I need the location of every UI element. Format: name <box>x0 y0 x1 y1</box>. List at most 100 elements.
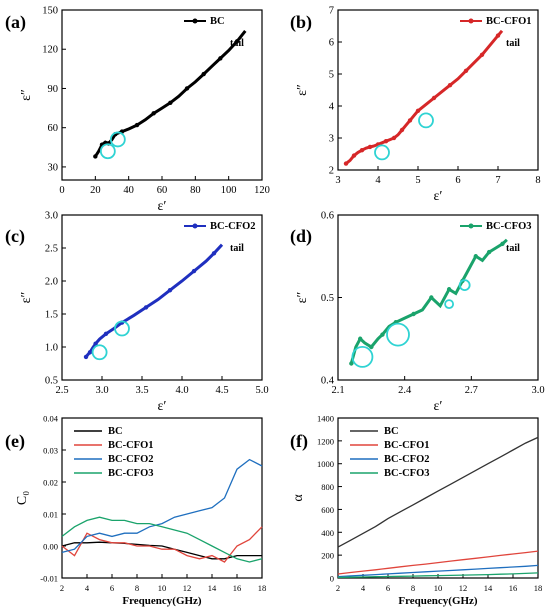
y-tick-label: -0.01 <box>40 574 58 584</box>
data-point <box>479 52 485 57</box>
data-line <box>345 29 504 165</box>
y-tick-label: 3.0 <box>45 211 58 222</box>
panel-letter: (b) <box>290 12 312 33</box>
data-point <box>211 251 217 256</box>
data-point <box>168 100 173 106</box>
data-point <box>367 144 373 150</box>
data-point <box>500 241 505 247</box>
plot-frame <box>61 214 263 381</box>
data-point <box>351 153 357 158</box>
plot-frame <box>337 214 539 381</box>
data-point <box>411 311 416 317</box>
x-tick-label: 18 <box>258 583 267 593</box>
data-point <box>93 341 98 346</box>
data-point <box>184 86 190 91</box>
legend-label: BC-CFO2 <box>108 454 154 465</box>
series-line-bc-cfo1 <box>61 526 263 563</box>
x-tick-label: 2 <box>60 583 64 593</box>
y-tick-label: 1000 <box>317 459 334 469</box>
y-tick-label: 3 <box>329 134 334 145</box>
x-tick-label: 2 <box>336 583 340 593</box>
panel-letter: (a) <box>5 12 26 33</box>
y-tick-label: 2.0 <box>45 277 58 288</box>
panel-letter: (c) <box>5 226 25 247</box>
x-tick-label: 4 <box>361 583 366 593</box>
semicircle-marker <box>458 279 471 292</box>
y-tick-label: 120 <box>42 45 58 56</box>
x-tick-label: 0 <box>59 185 64 196</box>
x-tick-label: 3 <box>335 175 340 186</box>
x-tick-label: 4.0 <box>175 385 188 396</box>
y-tick-label: 0.01 <box>43 510 58 520</box>
x-tick-label: 4.5 <box>215 385 228 396</box>
y-tick-label: 800 <box>321 482 334 492</box>
tail-annotation: tail <box>506 38 520 49</box>
y-axis-label: C₀ <box>15 491 30 505</box>
data-line <box>349 238 508 364</box>
series-line-bc-cfo3 <box>61 516 263 563</box>
x-tick-label: 2.1 <box>331 385 344 396</box>
x-axis-label: ε′ <box>434 399 443 414</box>
plot-frame <box>61 417 263 579</box>
data-point <box>359 147 365 153</box>
tail-annotation: tail <box>230 243 244 254</box>
y-axis-label: ε″ <box>295 291 310 303</box>
y-tick-label: 4 <box>329 102 335 113</box>
legend-marker <box>468 18 474 24</box>
y-tick-label: 0 <box>330 574 334 584</box>
plot-frame <box>61 9 263 181</box>
x-tick-label: 8 <box>535 175 540 186</box>
y-axis-label: α <box>291 494 306 502</box>
y-tick-label: 5 <box>329 70 334 81</box>
x-axis-label: Frequency(GHz) <box>122 595 202 607</box>
data-point <box>349 361 354 366</box>
y-tick-label: 0.4 <box>321 376 335 387</box>
legend-label: BC-CFO2 <box>210 221 256 232</box>
y-tick-label: 2 <box>329 166 334 177</box>
semicircle-marker <box>99 143 116 160</box>
x-axis-label: ε′ <box>434 189 443 204</box>
plot-frame <box>337 9 539 171</box>
data-point <box>103 331 109 336</box>
data-point <box>391 135 397 141</box>
data-point <box>343 161 349 166</box>
y-tick-label: 1400 <box>317 414 334 424</box>
y-tick-label: 30 <box>48 162 59 173</box>
x-tick-label: 8 <box>411 583 415 593</box>
y-tick-label: 0.6 <box>321 211 334 222</box>
x-tick-label: 6 <box>110 583 114 593</box>
y-axis-label: ε″ <box>19 89 34 101</box>
x-tick-label: 3.5 <box>135 385 148 396</box>
y-tick-label: 1200 <box>317 436 334 446</box>
x-axis-label: Frequency(GHz) <box>398 595 478 607</box>
x-tick-label: 12 <box>459 583 468 593</box>
legend-label: BC <box>108 426 123 437</box>
data-point <box>134 122 140 128</box>
panel-letter: (d) <box>290 226 312 247</box>
y-tick-label: 400 <box>321 528 334 538</box>
data-point <box>429 295 434 300</box>
legend-label: BC-CFO1 <box>108 440 154 451</box>
y-tick-label: 0.02 <box>43 478 58 488</box>
x-tick-label: 14 <box>484 583 493 593</box>
data-point <box>399 127 405 133</box>
semicircle-marker <box>418 112 434 129</box>
series-line-bc <box>337 436 539 548</box>
y-tick-label: 0.03 <box>43 446 58 456</box>
legend-label: BC-CFO3 <box>486 221 532 232</box>
chart-panel-1: (a) 0 20 40 60 80 100 120 30 60 90 120 150 ε′ ε″ BC tail <box>5 6 270 215</box>
data-point <box>463 68 469 74</box>
data-point <box>446 287 452 292</box>
legend-label: BC <box>210 16 225 27</box>
x-tick-label: 120 <box>254 185 270 196</box>
y-tick-label: 0.5 <box>321 293 334 304</box>
chart-panel-6: (f) 2 4 6 8 10 12 14 16 18 0 200 400 600 800 1000 1200 14… <box>290 414 542 608</box>
data-point <box>93 154 98 159</box>
x-tick-label: 6 <box>386 583 390 593</box>
data-point <box>83 354 89 360</box>
panel-letter: (f) <box>290 431 308 452</box>
data-point <box>191 268 197 274</box>
series-line-bc-cfo2 <box>61 458 263 554</box>
data-point <box>167 288 173 293</box>
